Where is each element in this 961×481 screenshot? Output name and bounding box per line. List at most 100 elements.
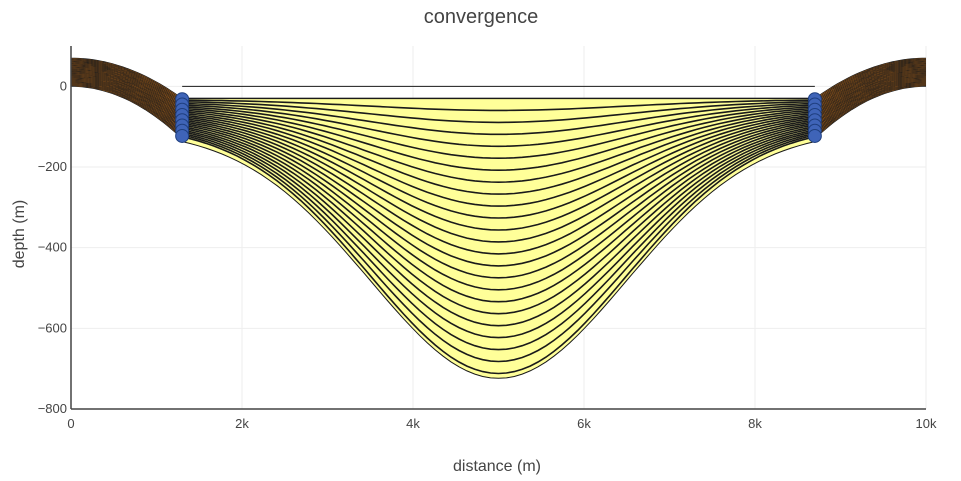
convergence-line — [182, 107, 815, 172]
y-tick-label: 0 — [60, 78, 67, 93]
left-flank-line — [71, 70, 183, 117]
right-flank-line — [814, 64, 927, 109]
right-flank-line — [814, 67, 927, 113]
y-tick-label: −800 — [38, 401, 67, 416]
markers — [175, 92, 822, 143]
left-flank-line — [71, 81, 183, 133]
left-flank-line — [71, 62, 183, 106]
right-flank-line — [814, 60, 927, 103]
x-tick-label: 2k — [235, 416, 249, 431]
right-flank-line — [814, 68, 927, 115]
right-flank-line — [814, 75, 927, 124]
left-flank-line — [71, 74, 183, 123]
axes — [70, 46, 926, 410]
convergence-line — [182, 126, 816, 303]
convergence-line — [182, 106, 815, 160]
data-point-marker — [175, 128, 190, 143]
right-flank-line — [814, 70, 926, 117]
y-tick-label: −400 — [38, 240, 67, 255]
tick-labels: 0 2k 4k 6k 8k 10k 0 −200 −400 −600 −800 — [38, 78, 937, 431]
x-axis-title: distance (m) — [453, 458, 541, 475]
left-flank-line — [71, 57, 183, 99]
right-flank-line — [814, 78, 927, 128]
y-tick-label: −200 — [38, 159, 67, 174]
convergence-line — [182, 132, 816, 351]
left-flank-line — [70, 78, 183, 128]
left-flank-line — [70, 75, 183, 124]
left-flank-line — [71, 80, 183, 131]
right-flank-line — [814, 74, 926, 123]
left-flank-line — [70, 60, 183, 103]
right-flank-line — [814, 85, 926, 138]
convergence-line — [182, 101, 815, 124]
convergence-lines — [70, 57, 927, 375]
left-flank-line — [70, 79, 183, 130]
right-flank-line — [814, 65, 926, 110]
convergence-line — [182, 112, 815, 207]
data-point-marker — [807, 128, 822, 143]
right-flank-line — [814, 59, 927, 102]
right-flank-line — [814, 81, 926, 133]
right-flank-line — [814, 58, 926, 101]
basin-fill — [181, 97, 816, 379]
y-tick-label: −600 — [38, 320, 67, 335]
left-flank-line — [70, 85, 183, 140]
left-flank-line — [70, 63, 183, 108]
right-flank-line — [814, 62, 926, 106]
right-flank-line — [814, 63, 927, 108]
left-flank-line — [71, 77, 183, 127]
convergence-line — [182, 111, 815, 195]
right-flank-line — [814, 85, 927, 140]
convergence-line — [182, 124, 816, 291]
left-flank-line — [71, 69, 183, 116]
convergence-line — [182, 109, 815, 184]
x-tick-label: 0 — [67, 416, 74, 431]
convergence-line — [182, 134, 816, 363]
left-flank-line — [71, 85, 183, 138]
left-flank-line — [71, 84, 183, 137]
x-tick-label: 10k — [916, 416, 937, 431]
convergence-line — [182, 114, 815, 219]
x-tick-label: 6k — [577, 416, 591, 431]
left-flank-line — [70, 82, 183, 134]
left-flank-line — [70, 83, 183, 135]
x-tick-label: 4k — [406, 416, 420, 431]
right-flank-line — [814, 76, 927, 126]
left-flank-line — [70, 72, 183, 120]
convergence-line — [182, 127, 816, 315]
left-flank-line — [71, 58, 183, 101]
left-flank-line — [71, 66, 183, 112]
left-flank-line — [70, 59, 183, 102]
convergence-line — [182, 99, 815, 112]
right-flank-line — [814, 72, 927, 120]
y-axis-title: depth (m) — [11, 200, 28, 268]
right-flank-line — [814, 71, 927, 119]
left-flank-line — [71, 65, 183, 110]
convergence-line — [182, 104, 815, 148]
right-flank-line — [814, 82, 927, 134]
left-flank-line — [71, 61, 183, 105]
x-tick-label: 8k — [748, 416, 762, 431]
right-flank-line — [814, 57, 926, 99]
left-flank-line — [70, 68, 183, 115]
right-flank-line — [814, 79, 927, 130]
convergence-line — [182, 136, 816, 375]
right-flank-line — [814, 84, 926, 137]
convergence-line — [182, 117, 815, 243]
left-flank-line — [70, 67, 183, 113]
left-flank-line — [70, 76, 183, 126]
convergence-line — [182, 116, 815, 231]
right-flank-line — [814, 80, 926, 131]
convergence-line — [182, 121, 816, 267]
right-flank-line — [814, 83, 927, 135]
convergence-line — [182, 131, 816, 339]
convergence-line — [182, 119, 816, 255]
right-flank-line — [814, 69, 926, 116]
convergence-line — [182, 102, 815, 136]
convergence-line — [182, 129, 816, 327]
right-flank-line — [814, 73, 926, 122]
chart-title: convergence — [424, 6, 539, 28]
right-flank-line — [814, 77, 926, 127]
right-flank-line — [814, 66, 926, 112]
